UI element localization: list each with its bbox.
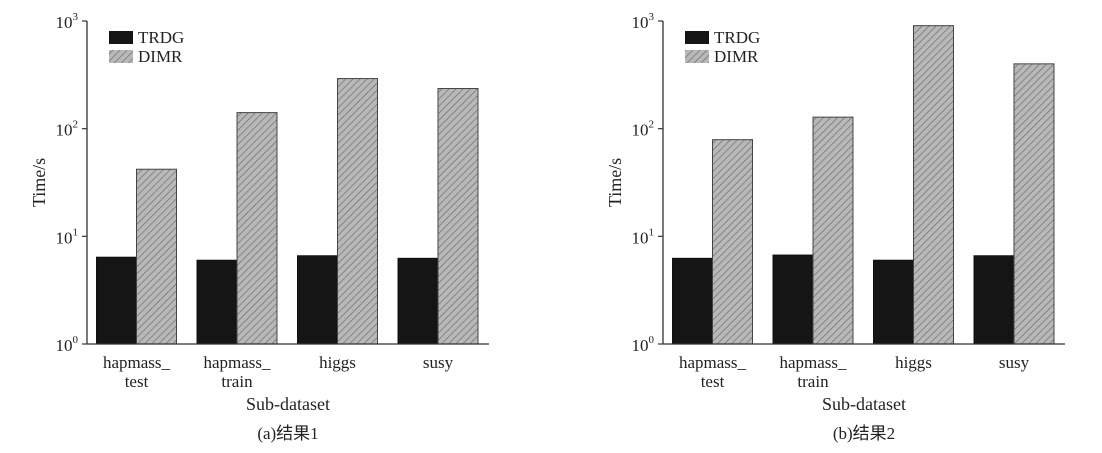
y-tick-base: 10 [56,228,73,247]
figure-caption: (a)结果1 [257,424,318,443]
y-tick-exp: 1 [649,226,655,238]
x-axis-label: Sub-dataset [822,394,906,414]
legend-label: TRDG [714,28,760,47]
y-tick-exp: 0 [649,334,655,346]
y-tick-base: 10 [632,121,649,140]
bar-dimr [236,112,278,345]
bar-dimr [1013,63,1055,345]
bar-dimr [812,116,854,345]
y-tick-label: 100 [56,334,79,355]
y-tick-label: 102 [632,119,655,140]
x-tick-label: train [797,372,829,391]
y-tick-exp: 3 [73,11,79,23]
legend-swatch-trdg [109,31,133,44]
y-tick-exp: 3 [649,11,655,23]
y-tick-label: 103 [56,11,79,32]
y-tick-label: 100 [632,334,655,355]
y-tick-base: 10 [56,13,73,32]
y-tick-label: 101 [56,226,79,247]
bar-trdg [196,259,238,345]
bar-dimr [913,25,954,345]
bar-trdg [672,257,713,345]
x-tick-label: hapmass_ [679,353,747,372]
y-tick-exp: 2 [649,119,655,131]
bar-trdg [973,255,1015,345]
y-tick-base: 10 [56,336,73,355]
y-tick-label: 101 [632,226,655,247]
figure-caption: (b)结果2 [833,424,895,443]
bar-trdg [96,256,137,345]
x-axis-label: Sub-dataset [246,394,330,414]
x-tick-label: susy [999,353,1030,372]
x-tick-label: hapmass_ [779,353,847,372]
x-tick-label: train [221,372,253,391]
y-tick-label: 102 [56,119,79,140]
x-tick-label: hapmass_ [203,353,271,372]
x-tick-label: susy [423,353,454,372]
y-tick-exp: 0 [73,334,79,346]
legend-label: DIMR [714,47,759,66]
bar-dimr [136,168,177,345]
bar-dimr [337,78,378,345]
legend-label: DIMR [138,47,183,66]
bar-dimr [437,88,479,345]
y-axis-label: Time/s [29,158,49,207]
x-tick-label: test [125,372,149,391]
bar-trdg [297,255,338,345]
y-tick-base: 10 [632,13,649,32]
legend-swatch-trdg [685,31,709,44]
x-tick-label: hapmass_ [103,353,171,372]
x-tick-label: test [701,372,725,391]
y-tick-label: 103 [632,11,655,32]
bar-trdg [397,257,439,345]
y-tick-base: 10 [56,121,73,140]
y-tick-exp: 1 [73,226,79,238]
legend-label: TRDG [138,28,184,47]
y-tick-base: 10 [632,228,649,247]
bar-trdg [873,259,914,345]
y-axis-label: Time/s [605,158,625,207]
y-tick-base: 10 [632,336,649,355]
y-tick-exp: 2 [73,119,79,131]
bar-dimr [712,139,753,345]
x-tick-label: higgs [895,353,932,372]
legend-swatch-dimr [685,50,709,63]
x-tick-label: higgs [319,353,356,372]
bar-trdg [772,254,814,345]
legend-swatch-dimr [109,50,133,63]
